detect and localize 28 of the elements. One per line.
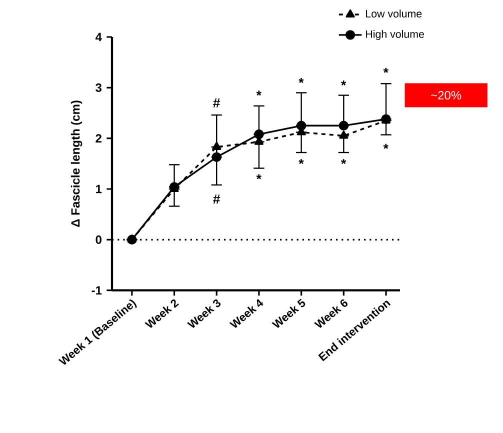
point — [339, 130, 348, 139]
point — [254, 129, 264, 140]
annotation: * — [383, 68, 388, 73]
text: ~20% — [431, 91, 462, 100]
y-tick-label: 3 — [96, 83, 102, 92]
y-tick-label: 0 — [96, 235, 102, 244]
y-tick-label: 2 — [96, 134, 102, 143]
legend-label: Low volume — [366, 10, 422, 18]
annotation: * — [256, 174, 262, 180]
point — [127, 234, 137, 245]
annotation: # — [213, 98, 220, 108]
annotation: * — [341, 159, 346, 164]
annotation: * — [298, 78, 304, 83]
annotation: * — [341, 80, 346, 86]
y-axis-title: Δ Fascicle length (cm) — [70, 100, 82, 227]
point — [212, 142, 222, 150]
point — [212, 152, 222, 162]
annotation: # — [213, 194, 220, 204]
y-tick-label: -1 — [92, 286, 102, 294]
annotation: * — [256, 90, 262, 96]
point — [338, 120, 349, 131]
annotation: * — [298, 159, 304, 164]
point — [296, 120, 306, 131]
y-tick-label: 4 — [95, 32, 102, 42]
point — [381, 114, 391, 124]
legend-label: High volume — [366, 30, 424, 40]
y-tick-label: 1 — [96, 184, 102, 194]
annotation: * — [383, 144, 388, 149]
